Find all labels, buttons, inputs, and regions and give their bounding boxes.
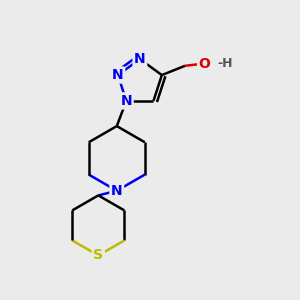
Text: N: N — [111, 184, 123, 198]
Text: N: N — [112, 68, 124, 82]
Text: O: O — [199, 56, 211, 70]
Text: N: N — [134, 52, 146, 66]
Text: S: S — [93, 248, 103, 262]
Text: -H: -H — [217, 57, 233, 70]
Text: N: N — [121, 94, 132, 108]
